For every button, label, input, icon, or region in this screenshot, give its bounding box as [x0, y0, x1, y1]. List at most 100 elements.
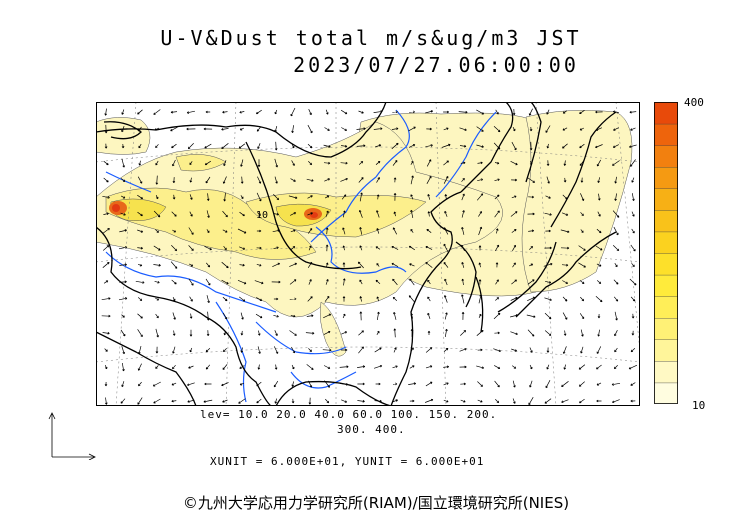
wind-arrow	[612, 399, 620, 404]
wind-arrow	[526, 314, 536, 318]
wind-arrow	[121, 362, 125, 372]
wind-arrow	[240, 176, 244, 184]
wind-arrow	[477, 399, 483, 403]
wind-arrow	[595, 144, 603, 149]
wind-arrow	[324, 380, 330, 388]
wind-arrow	[562, 143, 568, 149]
wind-arrow	[478, 226, 483, 236]
wind-arrow	[510, 296, 518, 301]
wind-arrow	[561, 212, 569, 216]
wind-arrow	[630, 159, 636, 167]
wind-arrow	[443, 347, 449, 352]
dust-wind-map: 10	[96, 102, 640, 406]
wind-arrow	[308, 245, 312, 251]
wind-arrow	[596, 228, 602, 234]
wind-arrow	[342, 278, 346, 286]
wind-arrow	[119, 280, 127, 284]
wind-arrow	[425, 245, 433, 250]
wind-arrow	[409, 365, 415, 369]
wind-arrow	[580, 346, 584, 354]
wind-arrow	[255, 109, 262, 115]
color-scale-cell	[654, 102, 678, 125]
wind-arrow	[205, 347, 211, 353]
wind-arrow	[358, 161, 364, 165]
wind-arrow	[579, 110, 585, 115]
color-scale-cell	[654, 231, 678, 254]
wind-arrow	[510, 314, 519, 318]
wind-arrow	[392, 382, 398, 386]
wind-arrow	[425, 262, 433, 268]
wind-arrow	[222, 210, 228, 218]
wind-arrow	[121, 125, 125, 133]
wind-arrow	[223, 192, 226, 202]
wind-arrow	[222, 312, 228, 320]
copyright-credit: ©九州大学応用力学研究所(RIAM)/国立環境研究所(NIES)	[182, 494, 570, 512]
wind-arrow	[342, 227, 346, 235]
wind-arrow	[273, 193, 280, 201]
wind-arrow	[138, 346, 142, 355]
wind-arrow	[121, 143, 125, 149]
wind-arrow	[223, 245, 227, 251]
wind-arrow	[205, 176, 211, 184]
wind-arrow	[324, 127, 330, 131]
wind-arrow	[510, 160, 518, 166]
lat-lon-grid	[96, 102, 640, 406]
wind-arrow	[630, 296, 636, 302]
wind-arrow	[358, 110, 364, 114]
wind-arrow	[562, 110, 568, 114]
wind-arrow	[308, 160, 313, 166]
wind-arrow	[307, 195, 313, 199]
wind-arrow	[612, 210, 620, 218]
wind-arrow	[478, 245, 482, 251]
wind-arrow	[494, 178, 500, 182]
wind-arrow	[461, 294, 465, 304]
wind-arrow	[476, 365, 485, 369]
color-scale-cell	[654, 209, 678, 233]
wind-arrow	[137, 229, 144, 233]
wind-arrow	[461, 177, 465, 182]
wind-arrow	[493, 312, 501, 320]
wind-arrow	[391, 262, 399, 268]
wind-arrow	[189, 347, 193, 353]
wind-arrow	[629, 144, 637, 148]
wind-arrow	[356, 144, 366, 148]
wind-arrow	[631, 193, 635, 202]
wind-arrow	[272, 262, 280, 268]
wind-arrow	[358, 346, 364, 354]
wind-arrow	[238, 143, 246, 149]
wind-arrow	[375, 382, 381, 386]
wind-arrow	[222, 399, 228, 403]
wind-arrow	[153, 210, 161, 218]
color-scale-cell	[654, 144, 678, 168]
color-scale-cell	[654, 317, 678, 340]
wind-arrow	[359, 245, 363, 251]
wind-arrow	[239, 382, 245, 386]
wind-arrow	[375, 246, 381, 250]
wind-arrow	[425, 381, 433, 387]
wind-arrow	[580, 193, 585, 201]
wind-arrow	[257, 159, 261, 167]
wind-arrow	[409, 278, 415, 286]
color-scale-cell	[654, 339, 678, 362]
wind-arrow	[512, 262, 516, 268]
wind-arrow	[256, 381, 262, 387]
wind-arrow	[104, 397, 108, 405]
wind-arrow	[289, 279, 297, 285]
reference-vector-icon	[48, 412, 96, 460]
wind-arrow	[274, 330, 278, 336]
wind-arrow	[393, 328, 397, 338]
wind-arrow	[120, 398, 126, 404]
wind-arrow	[257, 143, 261, 149]
wind-arrow	[562, 280, 569, 284]
color-scale-cell	[654, 295, 678, 319]
wind-arrow	[580, 296, 585, 302]
wind-arrow	[222, 348, 227, 353]
wind-arrow	[257, 176, 262, 184]
wind-arrow	[291, 381, 295, 387]
wind-arrow	[441, 143, 451, 148]
wind-arrow	[153, 398, 161, 404]
wind-arrow	[189, 313, 193, 319]
wind-arrow	[512, 108, 516, 116]
wind-arrow	[424, 398, 434, 403]
wind-arrow	[290, 246, 296, 250]
